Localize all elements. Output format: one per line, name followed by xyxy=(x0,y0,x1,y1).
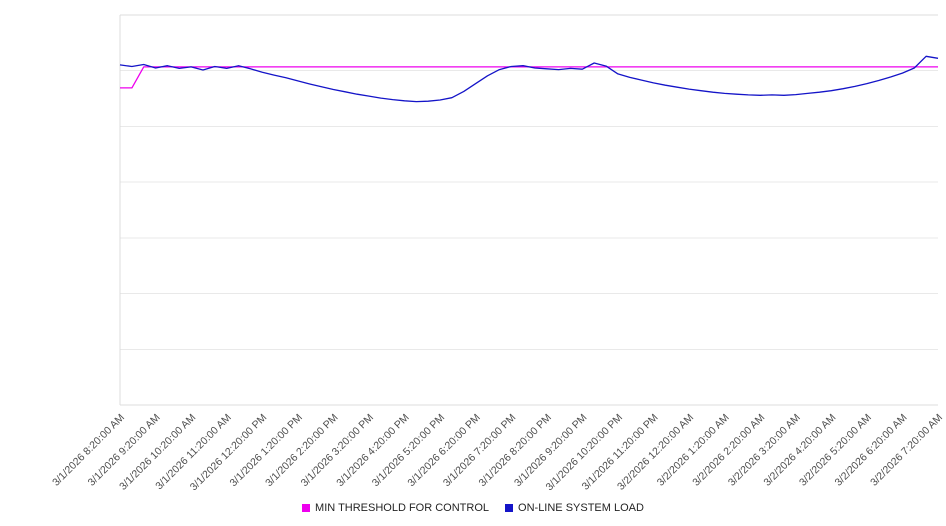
legend-item-online-system-load[interactable]: ON-LINE SYSTEM LOAD xyxy=(505,502,644,514)
x-axis-label: 3/2/2026 7:20:00 AM xyxy=(868,412,945,489)
series-on-line-system-load xyxy=(119,55,939,103)
legend-label-min-threshold: MIN THRESHOLD FOR CONTROL xyxy=(315,502,490,514)
legend-label-online-system-load: ON-LINE SYSTEM LOAD xyxy=(518,502,644,514)
legend-swatch-min-threshold-icon xyxy=(302,504,311,512)
legend-swatch-online-system-load-icon xyxy=(505,504,514,512)
chart-legend: MIN THRESHOLD FOR CONTROL ON-LINE SYSTEM… xyxy=(0,496,946,520)
series-min-threshold-for-control xyxy=(120,66,938,89)
chart-plot-area: 3/1/2026 8:20:00 AM3/1/2026 9:20:00 AM3/… xyxy=(50,14,945,493)
legend-item-min-threshold[interactable]: MIN THRESHOLD FOR CONTROL xyxy=(302,502,489,514)
